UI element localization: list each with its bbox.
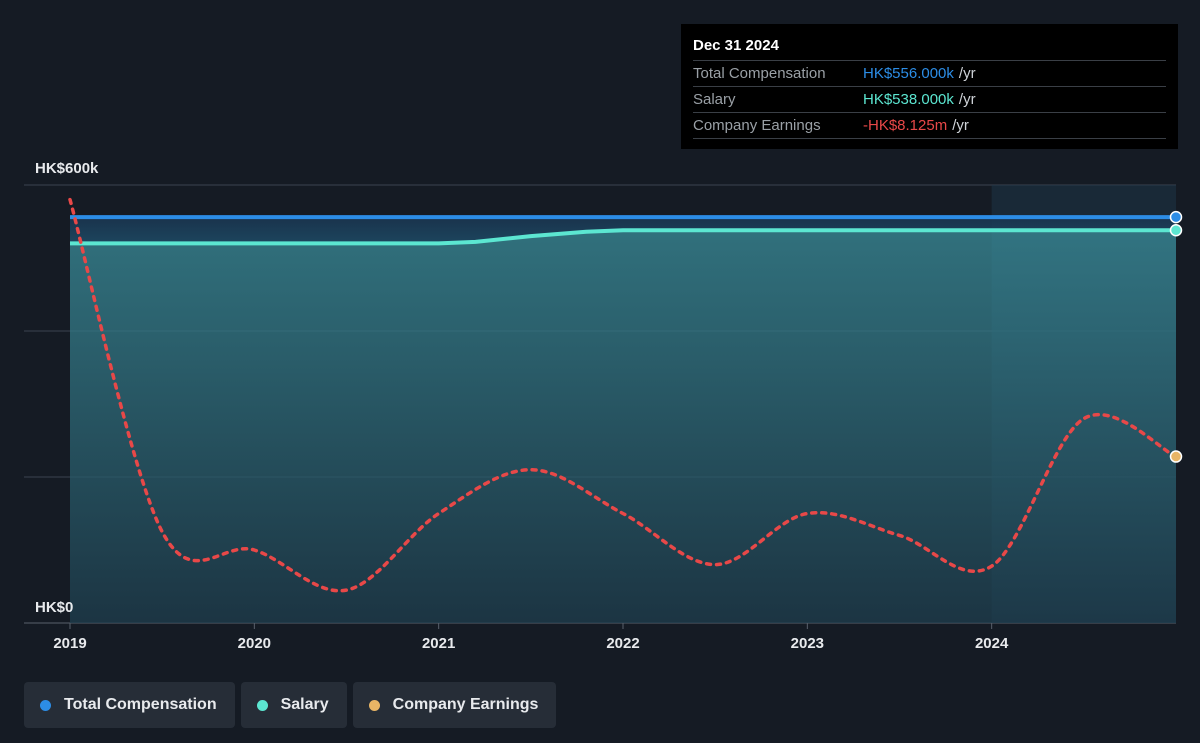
legend: Total Compensation Salary Company Earnin… [24,682,557,728]
tooltip-label: Total Compensation [693,65,826,82]
tooltip-unit: /yr [958,65,976,82]
tooltip-unit: /yr [958,91,976,108]
y-tick-label-bottom: HK$0 [35,599,73,616]
y-axis-labels: HK$600k HK$0 [35,160,99,616]
tooltip-date: Dec 31 2024 [693,37,779,54]
legend-item-company-earnings[interactable]: Company Earnings [352,682,557,728]
tooltip-unit: /yr [952,117,969,134]
x-tick-label: 2019 [53,635,86,652]
tooltip-row-total-compensation: Total Compensation HK$556.000k /yr [693,60,1166,86]
legend-label: Company Earnings [392,696,539,713]
salary-area [70,230,1176,624]
legend-dot-icon [256,699,268,711]
series-line-salary [70,228,1176,246]
legend-dot-icon [40,699,51,711]
x-tick-label: 2022 [606,635,639,652]
salary-end-marker [1169,224,1183,237]
series-line-company-earnings [68,197,1178,593]
total-compensation-end-marker [1169,210,1183,224]
tooltip-row-company-earnings: Company Earnings -HK$8.125m /yr [693,112,1166,138]
x-tick-label: 2021 [422,635,455,652]
tooltip-label: Company Earnings [693,117,821,134]
company-earnings-end-marker [1169,450,1183,463]
legend-label: Total Compensation [64,696,217,713]
tooltip-row-salary: Salary HK$538.000k /yr [693,86,1166,112]
tooltip-divider [693,138,1166,140]
end-markers [1169,210,1183,463]
legend-item-salary[interactable]: Salary [240,682,347,728]
x-tick-label: 2020 [238,635,271,652]
x-tick-label: 2024 [975,635,1009,652]
tooltip-value: HK$538.000k [863,91,954,108]
area-fills [70,217,1176,624]
y-tick-label-top: HK$600k [35,160,99,177]
tooltip-label: Salary [693,91,736,108]
x-axis-labels: 2019 2020 2021 2022 2023 2024 [53,623,1009,652]
legend-item-total-compensation[interactable]: Total Compensation [24,682,235,728]
tooltip: Dec 31 2024 Total Compensation HK$556.00… [681,24,1178,149]
legend-label: Salary [280,696,329,713]
series-lines [68,197,1178,593]
x-tick-label: 2023 [791,635,824,652]
tooltip-value: -HK$8.125m [863,117,948,134]
legend-dot-icon [368,699,380,711]
tooltip-value: HK$556.000k [863,65,954,82]
